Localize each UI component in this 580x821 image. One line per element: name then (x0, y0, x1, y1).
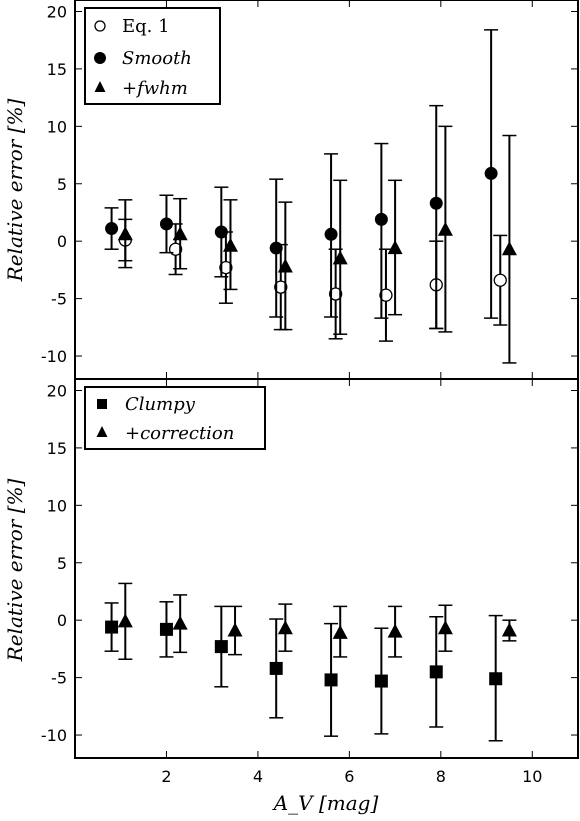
bottom-legend: Clumpy +correction (84, 386, 266, 450)
fwhm-point (387, 240, 403, 255)
smooth-point (159, 217, 173, 231)
top-y-ticks: -10 -5 0 5 10 15 20 (41, 0, 578, 379)
y-tick-label: 10 (47, 117, 67, 136)
fwhm-point (117, 226, 133, 241)
top-plot-marks (104, 29, 517, 364)
x-axis-label: A_V [mag] (272, 791, 379, 815)
y-tick-label: -5 (51, 669, 67, 688)
eq-1-point (379, 288, 393, 302)
y-tick-label: 5 (57, 175, 67, 194)
smooth-point (269, 241, 283, 255)
correction-point (387, 623, 403, 638)
clumpy-point (159, 622, 173, 636)
smooth-point (214, 225, 228, 239)
clumpy-point (214, 640, 228, 654)
fwhm-point (437, 221, 453, 236)
fwhm-point (501, 241, 517, 256)
eq-1-point (274, 280, 288, 294)
correction-point (437, 620, 453, 635)
x-tick-label: 8 (436, 767, 446, 786)
smooth-point (105, 222, 119, 236)
smooth-point (484, 166, 498, 180)
legend-label-smooth: Smooth (122, 48, 192, 69)
correction-point (117, 613, 133, 628)
y-tick-label: 5 (57, 554, 67, 573)
y-tick-label: 15 (47, 60, 67, 79)
top-legend-box (84, 7, 221, 105)
y-tick-label: -5 (51, 290, 67, 309)
bottom-y-axis-label: Relative error [%] (3, 478, 27, 662)
legend-marker-clumpy (97, 399, 107, 409)
top-panel: -10 -5 0 5 10 15 20 Relative error [%] Eq. 1 S… (3, 0, 579, 380)
x-tick-label: 6 (344, 767, 354, 786)
eq-1-point (219, 260, 233, 275)
correction-point (172, 615, 188, 630)
smooth-point (324, 227, 338, 241)
bottom-x-ticks: 2 4 6 8 10 (161, 379, 542, 786)
x-tick-label: 4 (253, 767, 263, 786)
y-tick-label: -10 (41, 347, 67, 366)
eq-1-point (493, 273, 507, 287)
legend-label-eq1: Eq. 1 (122, 16, 170, 37)
legend-marker-eq1 (94, 20, 106, 32)
clumpy-point (489, 672, 503, 686)
smooth-point (374, 212, 388, 226)
correction-point (227, 622, 243, 637)
clumpy-point (324, 673, 338, 687)
clumpy-point (429, 665, 443, 679)
legend-label-fwhm: +fwhm (122, 78, 188, 99)
bottom-legend-box (84, 386, 266, 450)
y-tick-label: -10 (41, 726, 67, 745)
clumpy-point (105, 620, 119, 634)
correction-point (332, 624, 348, 639)
bottom-plot-frame (74, 378, 579, 759)
correction-point (501, 622, 517, 637)
legend-marker-smooth (94, 52, 106, 64)
top-y-axis-label: Relative error [%] (3, 98, 27, 282)
y-tick-label: 0 (57, 611, 67, 630)
top-legend: Eq. 1 Smooth +fwhm (84, 7, 221, 105)
correction-point (277, 620, 293, 635)
y-tick-label: 15 (47, 439, 67, 458)
y-tick-label: 20 (47, 381, 67, 400)
bottom-plot-marks (104, 582, 517, 742)
y-tick-label: 20 (47, 2, 67, 21)
y-tick-label: 0 (57, 232, 67, 251)
x-tick-label: 10 (522, 767, 542, 786)
fwhm-point (332, 250, 348, 265)
x-tick-label: 2 (161, 767, 171, 786)
fwhm-point (277, 258, 293, 273)
legend-label-clumpy: Clumpy (125, 394, 196, 415)
legend-label-correction: +correction (125, 423, 234, 444)
smooth-point (429, 196, 443, 210)
bottom-y-ticks: -10 -5 0 5 10 15 20 (41, 381, 578, 745)
legend-marker-correction (96, 426, 108, 437)
legend-marker-fwhm (94, 81, 106, 92)
fwhm-point (222, 237, 238, 252)
clumpy-point (269, 661, 283, 675)
y-tick-label: 10 (47, 496, 67, 515)
fwhm-point (172, 226, 188, 241)
eq-1-point (328, 287, 343, 301)
clumpy-point (374, 674, 388, 688)
